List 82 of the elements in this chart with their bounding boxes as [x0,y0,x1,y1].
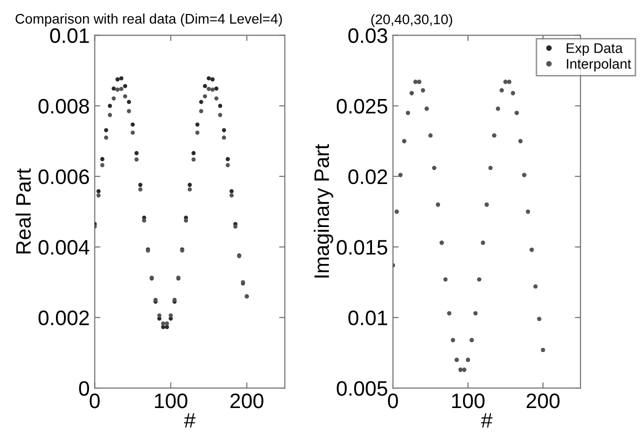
point [195,122,200,127]
point [130,122,135,127]
point [184,218,188,223]
y-tick-label: 0.01 [348,310,388,326]
point [188,182,192,187]
point [222,128,226,132]
point [108,112,112,118]
point [130,130,135,135]
point [191,151,196,156]
point [157,313,162,318]
y-tick-label: 0.01 [50,28,89,44]
point [218,104,222,108]
y-tick-label: 0.004 [38,240,90,255]
point [138,187,142,192]
y-tick-label: 0.03 [348,28,388,44]
point [199,109,204,114]
chart-title: Comparison with real data (Dim=4 Level=4) [16,14,282,26]
point [134,157,139,162]
point [115,77,120,82]
y-tick-label: 0.025 [336,98,388,114]
y-tick-label: 0.02 [348,169,388,184]
y-tick-label: 0.008 [38,98,89,114]
legend-label: Exp Data [566,43,623,56]
y-tick-label: 0.015 [336,240,388,255]
point [161,321,166,326]
point [210,88,215,92]
point [229,193,234,198]
point [226,157,230,162]
point [188,187,192,192]
point [104,136,108,140]
point [199,100,204,104]
point [202,94,208,98]
x-tick-label: 100 [154,393,188,408]
point [168,313,173,318]
point [210,77,215,82]
y-tick-label: 0 [79,381,90,396]
point [112,86,116,91]
point [202,84,208,88]
y-tick-label: 0.006 [38,169,89,184]
point [96,193,101,198]
y-axis-title: Real Part [16,168,31,254]
x-axis-title: # [184,413,196,428]
point [134,151,139,156]
point [112,96,116,101]
point [119,76,124,80]
point [226,163,230,168]
point [214,86,218,91]
point [142,218,146,223]
y-tick-label: 0.002 [38,310,89,326]
point [123,84,128,88]
point [100,157,104,162]
point [222,136,226,140]
x-tick-label: 200 [230,393,264,408]
x-tick-label: 100 [452,393,485,408]
point [96,189,101,194]
point [218,112,222,118]
chart-title: (20,40,30,10) [371,14,452,28]
point [191,157,196,162]
point [115,88,120,92]
point [123,94,128,98]
x-axis-title: # [481,413,492,428]
point [164,321,170,326]
point [100,163,104,168]
point [119,86,124,91]
point [108,104,112,108]
legend-label: Interpolant [566,58,632,72]
point [206,76,211,80]
point [206,86,211,91]
point [229,189,234,194]
point [138,182,142,187]
point [161,324,166,330]
point [126,100,132,104]
point [214,96,218,101]
y-axis-title: Imaginary Part [314,144,334,278]
y-tick-label: 0.005 [336,381,388,396]
x-tick-label: 200 [526,393,560,408]
x-tick-label: 0 [388,393,398,408]
point [104,128,108,132]
point [126,109,132,114]
x-tick-label: 0 [90,393,100,408]
point [233,224,238,229]
point [195,130,200,135]
